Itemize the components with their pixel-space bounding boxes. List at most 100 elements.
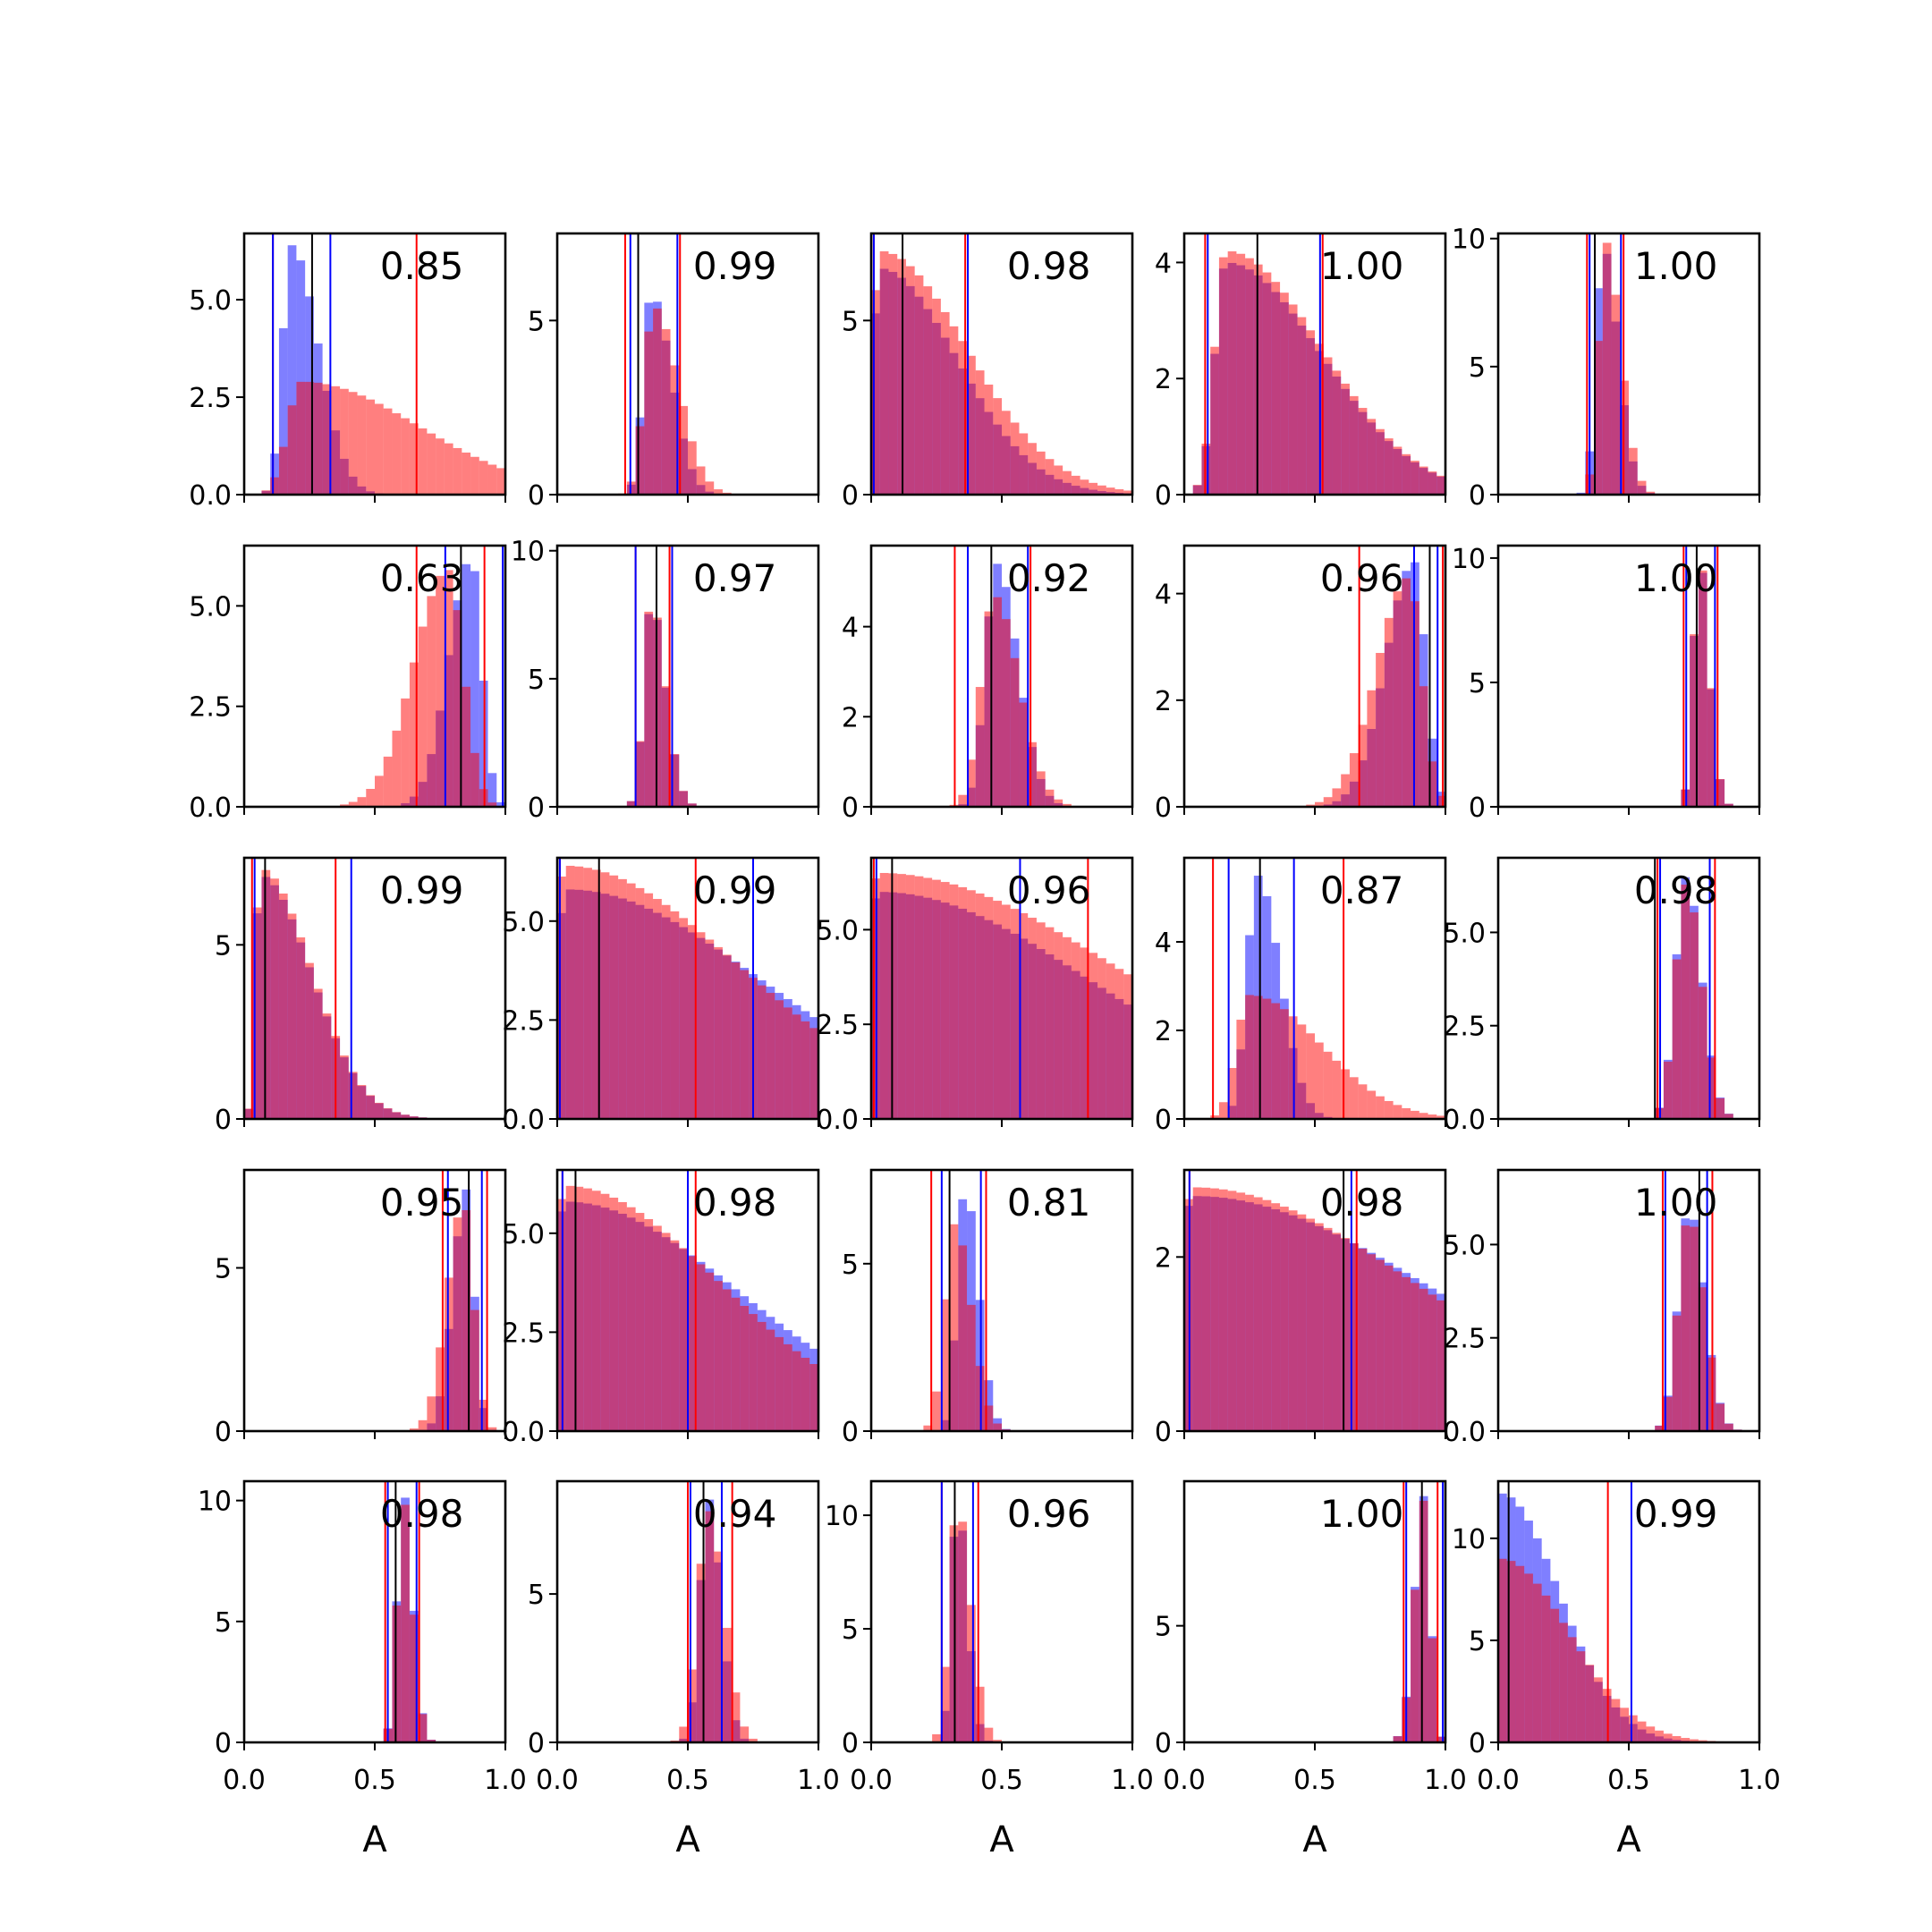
panel-stat-label: 1.00	[1634, 1181, 1718, 1224]
red-bar	[757, 1321, 767, 1431]
red-bar	[1010, 657, 1020, 807]
red-bar	[1002, 619, 1011, 807]
red-bar	[244, 1108, 253, 1119]
red-bar	[418, 626, 428, 807]
red-bar	[479, 1399, 488, 1431]
red-bar	[984, 611, 994, 807]
x-tick-label: 0.5	[353, 1765, 396, 1796]
y-tick-label: 0	[215, 1105, 232, 1136]
red-bar	[1315, 1223, 1324, 1431]
blue-bar	[287, 245, 297, 495]
red-bar	[1681, 1225, 1690, 1431]
red-bar	[1262, 1199, 1272, 1431]
red-bar	[1376, 428, 1385, 495]
red-bar	[1192, 1187, 1202, 1431]
red-bar	[914, 275, 924, 495]
blue-bar	[487, 773, 497, 807]
red-bar	[722, 954, 732, 1119]
red-bar	[967, 1605, 976, 1742]
red-bar	[278, 894, 288, 1119]
red-bar	[967, 890, 976, 1119]
red-bar	[635, 887, 645, 1119]
red-bar	[801, 1021, 810, 1119]
red-bar	[557, 877, 566, 1119]
red-bar	[653, 899, 662, 1119]
red-bar	[1724, 1423, 1733, 1431]
red-bar	[453, 610, 462, 807]
red-bar	[1436, 1736, 1445, 1742]
red-bar	[1402, 578, 1411, 807]
red-bar	[357, 395, 367, 495]
y-tick-label: 0	[842, 1417, 859, 1448]
red-bar	[427, 1396, 436, 1431]
red-bar	[688, 803, 697, 807]
red-bar	[1063, 936, 1072, 1119]
red-bar	[775, 1000, 784, 1119]
red-bar	[1506, 1561, 1516, 1742]
y-tick-label: 0.0	[1443, 1105, 1486, 1136]
red-bar	[949, 884, 959, 1119]
y-tick-label: 0.0	[1443, 1417, 1486, 1448]
x-tick-label: 1.0	[484, 1765, 527, 1796]
red-bar	[1655, 1730, 1664, 1742]
red-bar	[949, 1224, 959, 1431]
red-bar	[1306, 330, 1315, 495]
panel-3-5: 0.0 2.5 5.0 0.98	[1443, 856, 1761, 1136]
red-bar	[1297, 1214, 1307, 1431]
red-bar	[1672, 959, 1682, 1119]
red-bar	[1411, 461, 1419, 495]
red-bar	[1028, 918, 1037, 1119]
panel-stat-label: 0.98	[1634, 869, 1718, 912]
y-tick-label: 5.0	[502, 1219, 545, 1250]
panel-1-4: 0 2 4 1.00	[1155, 232, 1447, 512]
red-bar	[932, 879, 941, 1119]
red-bar	[340, 388, 349, 495]
red-bar	[1559, 1623, 1568, 1742]
red-bar	[409, 1428, 419, 1431]
red-bar	[1672, 1315, 1682, 1431]
red-bar	[470, 456, 479, 495]
red-bar	[1393, 446, 1402, 495]
blue-bar	[496, 801, 505, 807]
panel-frame	[555, 544, 820, 809]
red-bar	[1629, 447, 1638, 495]
red-bar	[679, 1248, 688, 1431]
red-bar	[1002, 411, 1011, 495]
red-bar	[1550, 1608, 1560, 1742]
y-tick-label: 2.5	[502, 1318, 545, 1349]
red-bar	[1210, 346, 1219, 495]
red-bar	[1698, 987, 1707, 1119]
red-bar	[1602, 242, 1612, 495]
red-bar	[375, 1102, 384, 1119]
red-bar	[1280, 292, 1289, 495]
y-tick-label: 0	[215, 1417, 232, 1448]
red-bar	[1323, 1227, 1333, 1431]
red-bar	[1428, 1638, 1437, 1742]
y-tick-label: 2.5	[189, 383, 232, 414]
red-bar	[1358, 408, 1368, 495]
red-bar	[1402, 1276, 1411, 1431]
red-bar	[1681, 1738, 1690, 1742]
red-bar	[409, 1614, 419, 1742]
red-bar	[618, 1201, 627, 1431]
red-bar	[487, 464, 497, 495]
panel-frame	[869, 1479, 1134, 1744]
blue-bar	[278, 327, 288, 495]
red-bar	[984, 1405, 994, 1431]
panel-5-5: 0 5 10 0.0 0.5 1.0 0.99 A	[1452, 1479, 1781, 1860]
red-bar	[600, 872, 610, 1119]
red-bar	[348, 392, 358, 495]
red-bar	[923, 1425, 933, 1431]
red-bar	[984, 384, 994, 495]
red-bar	[1690, 1739, 1699, 1742]
red-bar	[383, 1108, 393, 1119]
red-bar	[653, 1225, 662, 1431]
red-bar	[453, 1217, 462, 1431]
red-bar	[418, 428, 428, 495]
red-bar	[1541, 1595, 1551, 1742]
panel-1-3: 050.98	[842, 232, 1134, 512]
red-bar	[1655, 1426, 1664, 1431]
red-bar	[1498, 1558, 1507, 1742]
red-bar	[784, 1343, 792, 1431]
